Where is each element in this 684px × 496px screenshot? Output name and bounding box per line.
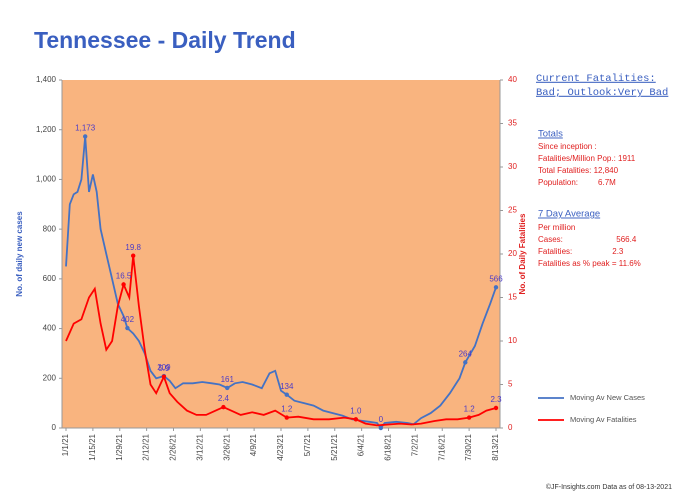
headline: Bad; Outlook:Very Bad (536, 87, 668, 99)
x-tick-label: 8/13/21 (491, 433, 500, 460)
totals-line: Since inception : (538, 142, 597, 151)
x-tick-label: 4/23/21 (276, 433, 285, 460)
y-tick-label: 600 (43, 274, 57, 283)
y-tick-label: 1,200 (36, 125, 57, 134)
average-title: 7 Day Average (538, 209, 600, 220)
data-label: 0 (379, 415, 384, 424)
data-label: 209 (157, 363, 171, 372)
data-point (466, 415, 472, 420)
x-tick-label: 5/21/21 (330, 433, 339, 460)
y-axis-label: No. of daily new cases (15, 211, 24, 297)
x-tick-label: 1/15/21 (88, 433, 97, 460)
average-line: Cases: 566.4 (538, 235, 637, 244)
totals-title: Totals (538, 129, 563, 140)
data-label: 161 (221, 375, 235, 384)
x-tick-label: 6/18/21 (384, 433, 393, 460)
totals-line: Population: 6.7M (538, 178, 616, 187)
data-label: 2.3 (490, 395, 502, 404)
data-point (284, 392, 289, 397)
data-label: 16.5 (116, 272, 132, 281)
data-label: 1,173 (75, 124, 96, 133)
data-label: 19.8 (125, 243, 141, 252)
x-tick-label: 1/29/21 (115, 433, 124, 460)
headline: Current Fatalities: (536, 73, 656, 85)
y2-axis-label: No. of Daily Fatalities (518, 213, 527, 294)
data-label: 1.2 (281, 405, 293, 414)
plot-area (62, 80, 500, 428)
x-tick-label: 4/9/21 (249, 433, 258, 456)
legend-label: Moving Av New Cases (570, 393, 645, 402)
y2-tick-label: 25 (508, 206, 517, 215)
x-tick-label: 2/26/21 (169, 433, 178, 460)
x-tick-label: 3/12/21 (195, 433, 204, 460)
data-point (353, 417, 359, 422)
y2-tick-label: 10 (508, 336, 517, 345)
data-point (378, 425, 384, 431)
data-point (225, 385, 230, 391)
data-point (121, 282, 126, 287)
data-point (493, 405, 499, 411)
data-label: 1.0 (350, 406, 362, 415)
data-point (284, 415, 289, 420)
chart-title: Tennessee - Daily Trend (34, 27, 296, 53)
legend-label: Moving Av Fatalities (570, 415, 637, 424)
x-tick-label: 7/2/21 (410, 433, 419, 456)
data-label: 566 (489, 274, 503, 283)
x-tick-label: 2/12/21 (142, 433, 151, 460)
x-tick-label: 7/30/21 (464, 433, 473, 460)
data-point (82, 134, 88, 139)
y-tick-label: 1,000 (36, 175, 57, 184)
x-tick-label: 5/7/21 (303, 433, 312, 456)
x-tick-label: 7/16/21 (437, 433, 446, 460)
y2-tick-label: 5 (508, 380, 513, 389)
data-point (130, 253, 136, 258)
data-label: 2.4 (218, 394, 230, 403)
data-label: 5.9 (158, 364, 170, 373)
average-line: Fatalities: 2.3 (538, 247, 624, 256)
data-point (221, 404, 226, 410)
totals-line: Total Fatalities: 12,840 (538, 166, 619, 175)
series-line (65, 255, 497, 427)
y2-tick-label: 20 (508, 249, 517, 258)
data-label: 402 (121, 315, 135, 324)
data-point (125, 325, 130, 331)
totals-line: Fatalities/Million Pop.: 1911 (538, 154, 636, 163)
y-tick-label: 400 (43, 324, 57, 333)
average-line: Fatalities as % peak = 11.6% (538, 259, 641, 268)
data-point (463, 360, 468, 365)
data-label: 264 (459, 349, 473, 358)
average-line: Per million (538, 223, 575, 232)
y2-tick-label: 30 (508, 162, 517, 171)
data-label: 134 (280, 382, 294, 391)
y-tick-label: 0 (52, 423, 57, 432)
footer: ©JF-Insights.com Data as of 08-13-2021 (546, 483, 672, 491)
y2-tick-label: 35 (508, 119, 517, 128)
y-tick-label: 800 (43, 224, 57, 233)
y2-tick-label: 40 (508, 75, 517, 84)
x-tick-label: 6/4/21 (357, 433, 366, 456)
x-tick-label: 3/26/21 (222, 433, 231, 460)
y-tick-label: 200 (43, 373, 57, 382)
data-point (493, 285, 499, 290)
y2-tick-label: 0 (508, 423, 513, 432)
data-label: 1.2 (464, 405, 476, 414)
y-tick-label: 1,400 (36, 75, 57, 84)
data-point (161, 374, 167, 379)
y2-tick-label: 15 (508, 293, 517, 302)
x-tick-label: 1/1/21 (61, 433, 70, 456)
